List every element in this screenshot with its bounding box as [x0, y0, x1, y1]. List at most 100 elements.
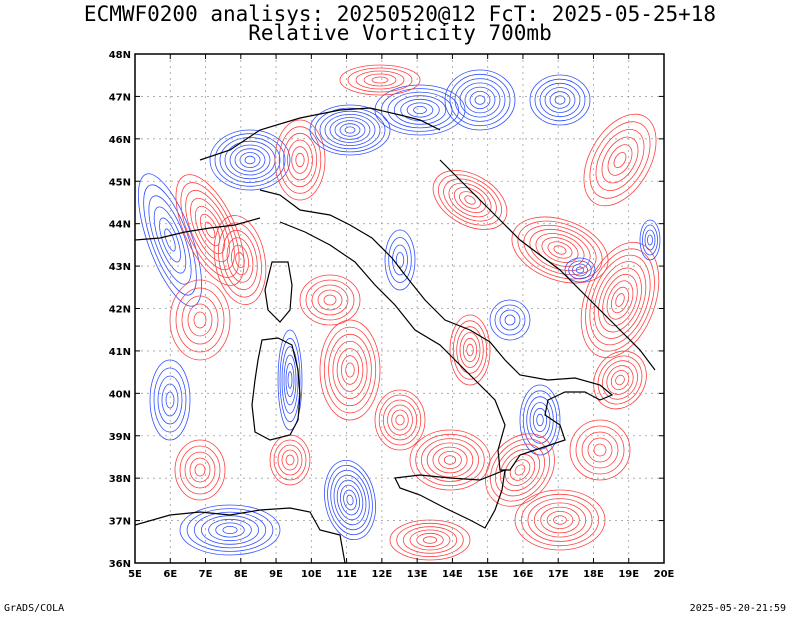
contour-ring — [287, 371, 293, 389]
contour-ring — [189, 457, 211, 483]
contour-ring — [324, 459, 376, 541]
contour-ring — [514, 489, 606, 551]
contour-ring — [174, 439, 226, 501]
vorticity-contours — [137, 64, 661, 561]
contour-ring — [184, 451, 216, 489]
contour-ring — [456, 326, 484, 374]
positive-vorticity-contour — [593, 350, 647, 410]
contour-ring — [474, 95, 486, 105]
contour-ring — [438, 450, 462, 469]
contour-ring — [328, 333, 372, 407]
lon-label: 15E — [477, 569, 498, 580]
negative-vorticity-contour — [137, 173, 203, 307]
contour-ring — [575, 266, 585, 274]
contour-ring — [278, 126, 322, 194]
positive-vorticity-contour — [389, 519, 471, 561]
contour-ring — [190, 197, 230, 263]
contour-ring — [388, 237, 412, 283]
positive-vorticity-contour — [339, 64, 421, 96]
contour-ring — [327, 464, 373, 536]
contour-ring — [309, 104, 391, 156]
contour-ring — [340, 355, 359, 385]
contour-ring — [464, 195, 476, 205]
contour-ring — [504, 454, 536, 486]
contour-ring — [541, 237, 579, 263]
lon-label: 11E — [336, 569, 357, 580]
contour-ring — [602, 360, 638, 400]
contour-ring — [606, 365, 634, 395]
map-subtitle: Relative Vorticity 700mb — [248, 21, 552, 45]
lat-label: 46N — [109, 135, 131, 146]
lon-label: 17E — [548, 569, 569, 580]
contour-ring — [452, 320, 488, 380]
lat-label: 38N — [109, 474, 131, 485]
positive-vorticity-contour — [514, 489, 606, 551]
contour-ring — [529, 74, 591, 126]
contour-ring — [231, 244, 249, 276]
contour-ring — [374, 389, 426, 451]
lon-label: 16E — [513, 569, 534, 580]
contour-ring — [209, 129, 291, 191]
contour-ring — [593, 443, 607, 457]
contour-ring — [148, 195, 192, 285]
contour-ring — [514, 464, 526, 476]
contour-ring — [387, 404, 413, 436]
footer-left: GrADS/COLA — [4, 603, 65, 614]
contour-ring — [314, 107, 386, 153]
lon-label: 9E — [269, 569, 283, 580]
contour-ring — [593, 350, 647, 410]
contour-ring — [613, 151, 627, 169]
contour-ring — [333, 474, 367, 526]
contour-ring — [330, 469, 370, 531]
contour-ring — [157, 375, 183, 425]
contour-ring — [319, 319, 381, 421]
contour-ring — [159, 217, 181, 263]
contour-ring — [564, 257, 596, 283]
lon-label: 10E — [301, 569, 322, 580]
coastlines — [135, 107, 656, 563]
contour-ring — [384, 229, 416, 291]
contour-ring — [392, 244, 408, 276]
contour-ring — [277, 444, 303, 476]
contour-ring — [317, 289, 343, 311]
contour-ring — [406, 102, 434, 118]
lon-label: 7E — [199, 569, 213, 580]
contour-ring — [610, 369, 630, 391]
positive-vorticity-contour — [511, 216, 609, 284]
contour-ring — [285, 454, 295, 466]
contour-ring — [175, 174, 245, 286]
contour-ring — [347, 67, 413, 93]
contour-ring — [553, 245, 567, 255]
positive-vorticity-contour — [583, 113, 657, 207]
contour-ring — [334, 120, 366, 140]
positive-vorticity-contour — [213, 215, 267, 305]
contour-ring — [344, 126, 356, 134]
positive-vorticity-contour — [409, 429, 491, 491]
contour-ring — [323, 326, 377, 414]
gridlines — [135, 54, 664, 563]
contour-ring — [568, 260, 592, 280]
contour-ring — [583, 113, 657, 207]
negative-vorticity-contour — [374, 84, 466, 136]
contour-ring — [393, 95, 447, 125]
lat-label: 43N — [109, 262, 131, 273]
positive-vorticity-contour — [174, 439, 226, 501]
contour-ring — [499, 309, 521, 331]
contour-ring — [554, 95, 566, 105]
lat-label: 45N — [109, 177, 131, 188]
contour-ring — [602, 273, 638, 327]
negative-vorticity-contour — [639, 219, 661, 261]
contour-ring — [311, 284, 349, 316]
contour-ring — [415, 433, 485, 487]
contour-ring — [547, 241, 573, 259]
contour-ring — [647, 234, 653, 246]
contour-ring — [324, 114, 376, 147]
contour-ring — [299, 274, 361, 326]
contour-ring — [222, 229, 258, 291]
contour-ring — [339, 64, 421, 96]
lon-label: 5E — [128, 569, 142, 580]
positive-vorticity-contour — [374, 389, 426, 451]
contour-ring — [581, 431, 619, 469]
contour-ring — [287, 139, 313, 181]
